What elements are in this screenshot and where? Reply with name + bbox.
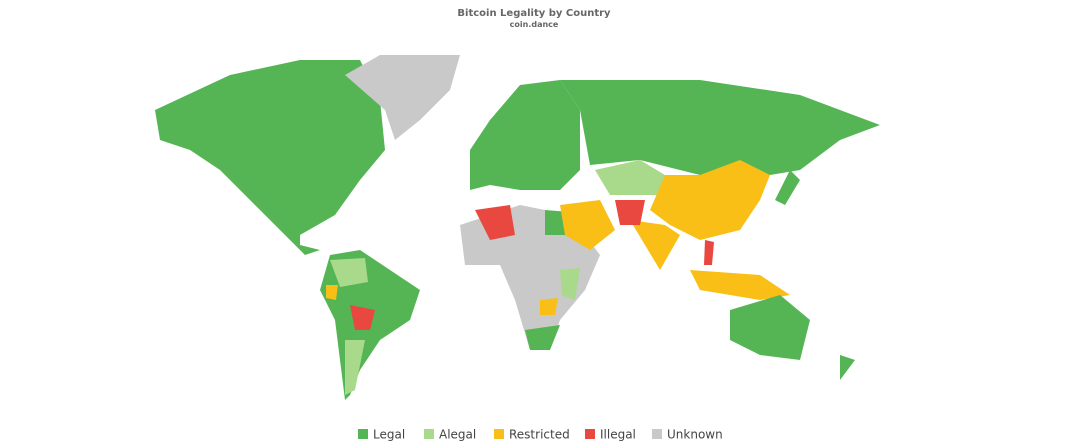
peru-region [326,285,338,300]
africa [460,205,600,350]
east-africa [560,268,580,300]
kazakhstan [595,160,665,195]
legend-swatch[interactable] [652,429,662,439]
legend-swatch[interactable] [494,429,504,439]
legend-swatch[interactable] [424,429,434,439]
australia [730,295,810,360]
afghanistan [615,200,645,225]
india [630,220,680,270]
vietnam [704,240,714,265]
map-title: Bitcoin Legality by Country [457,8,611,19]
greenland [345,55,460,140]
legend-label[interactable]: Illegal [600,428,636,442]
algeria-morocco [475,205,515,240]
legend-label[interactable]: Legal [373,428,405,442]
world-map [155,55,880,400]
middle-east [560,200,615,250]
china [650,160,770,240]
europe [470,80,580,190]
russia [560,80,880,175]
legend-label[interactable]: Alegal [439,428,476,442]
legend-label[interactable]: Unknown [667,428,723,442]
legend-swatch[interactable] [585,429,595,439]
legend: Legal Alegal Restricted Illegal Unknown [358,428,723,442]
northern-south-america [330,258,368,287]
map-subtitle: coin.dance [510,20,559,29]
southeast-asia [690,270,790,300]
north-america [155,60,385,255]
new-zealand [840,355,855,380]
south-africa [525,325,560,350]
legend-swatch[interactable] [358,429,368,439]
legend-label[interactable]: Restricted [509,428,570,442]
japan [775,170,800,205]
argentina [345,340,365,395]
central-africa [540,298,558,315]
bolivia [350,305,375,330]
